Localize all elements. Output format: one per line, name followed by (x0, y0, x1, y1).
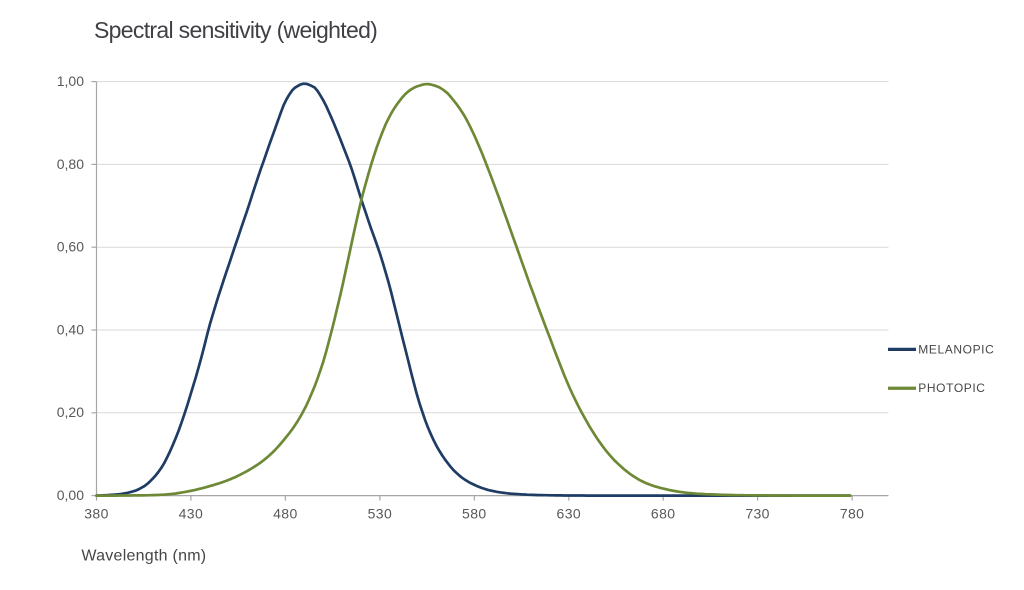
svg-text:0,20: 0,20 (57, 404, 84, 420)
svg-text:0,40: 0,40 (57, 321, 84, 337)
svg-text:MELANOPIC: MELANOPIC (918, 342, 994, 356)
svg-text:580: 580 (462, 505, 487, 521)
svg-text:Spectral sensitivity (weighted: Spectral sensitivity (weighted) (94, 17, 377, 43)
svg-text:680: 680 (651, 505, 676, 521)
svg-text:530: 530 (368, 505, 393, 521)
svg-text:380: 380 (84, 505, 109, 521)
svg-text:0,00: 0,00 (57, 487, 84, 503)
svg-text:630: 630 (557, 505, 582, 521)
svg-text:430: 430 (179, 505, 204, 521)
svg-text:1,00: 1,00 (57, 73, 84, 89)
svg-text:730: 730 (745, 505, 770, 521)
svg-text:480: 480 (273, 505, 298, 521)
svg-text:780: 780 (840, 505, 865, 521)
svg-text:Wavelength (nm): Wavelength (nm) (81, 548, 206, 565)
svg-text:0,60: 0,60 (57, 239, 84, 255)
svg-text:0,80: 0,80 (57, 156, 84, 172)
svg-text:PHOTOPIC: PHOTOPIC (918, 381, 985, 395)
